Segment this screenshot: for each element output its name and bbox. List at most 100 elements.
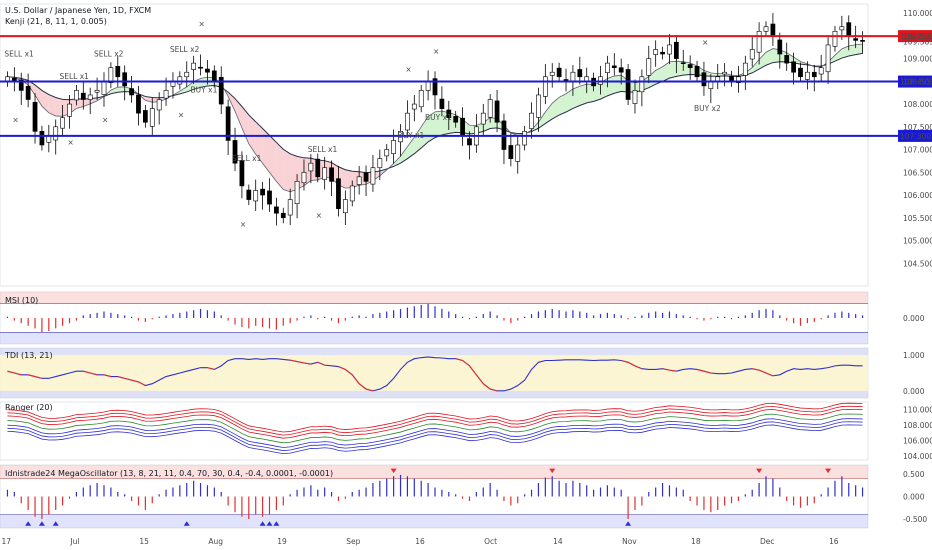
candle-body [198,66,203,69]
candle-body [94,90,100,93]
mega-buy-triangle-7 [625,521,632,526]
msi-upper-band [0,292,868,304]
kenji-cloud-segment [228,92,236,112]
kenji-cloud-segment [607,76,615,96]
main-ytick-11: 104.500 [903,259,932,268]
candle-body [687,64,693,68]
candle-body [446,109,452,119]
xtick-6: 16 [415,537,425,546]
ranger-ytick-2: 106.000 [903,437,932,446]
xtick-8: 14 [553,537,563,546]
kenji-cloud-segment [676,61,684,77]
tdi-down-segment [290,359,298,363]
tdi-down-segment [27,374,36,378]
candle-body [632,90,638,104]
mega-buy-triangle-5 [266,521,273,526]
tdi-down-segment [490,388,498,392]
candle-body [280,212,286,219]
tdi-down-segment [117,376,125,379]
main-ytick-10: 105.000 [903,237,932,246]
candle-body [25,86,31,100]
kenji-cloud-segment [186,81,194,92]
mega-buy-triangle-2 [52,521,59,526]
kenji-cloud-segment [248,114,256,155]
kenji-cloud-segment [255,121,263,164]
main-ytick-1: 109.500 [903,32,932,41]
candle-body [701,72,707,87]
signal-cross-2: × [68,138,74,147]
signal-cross-4: × [240,220,246,229]
level-price-label-1: 108.495 [900,78,931,87]
candle-body [53,126,59,141]
tdi-label: TDI (13, 21) [4,351,53,360]
signal-label-8: BUY x1 [425,113,452,122]
tdi-down-segment [365,388,374,392]
main-pane [0,3,869,287]
candle-body [736,76,741,83]
candle-body [329,167,334,182]
candle-body [467,138,472,146]
candle-body [494,100,500,123]
last-price-label: 109.383 [903,37,932,46]
ranger-line-1 [7,405,863,436]
candle-body [549,71,555,76]
tdi-down-segment [14,372,22,376]
candle-body [211,70,217,82]
mega-pane [0,464,869,529]
kenji-slow-line [7,52,863,174]
main-ytick-7: 106.500 [903,168,932,177]
signal-label-1: SELL x2 [94,49,124,58]
candle-body [418,90,424,108]
tdi-down-segment [207,367,215,370]
candle-body [246,189,252,200]
kenji-cloud-segment [766,48,773,66]
tdi-down-segment [358,383,367,390]
kenji-cloud-segment [586,84,594,103]
xtick-4: 19 [277,537,287,546]
kenji-cloud-segment [428,111,435,142]
tdi-down-segment [482,383,491,390]
tdi-down-segment [455,358,463,362]
kenji-cloud-segment [35,84,42,107]
candle-body [301,171,307,184]
xtick-0: 17 [1,537,11,546]
mega-buy-triangle-3 [183,521,190,526]
candle-body [460,117,465,137]
candle-body [115,66,121,78]
xtick-7: Oct [484,537,497,546]
signal-label-4: SELL x1 [232,154,262,163]
ranger-line-6 [7,424,863,455]
level-price-tag-1 [898,75,932,88]
candle-body [60,117,65,129]
msi-pane [0,291,869,345]
msi-ytick-0: 0.000 [903,314,925,323]
candle-body [74,90,79,101]
tdi-down-segment [296,361,305,364]
xtick-3: Aug [208,537,223,546]
ranger-line-0 [7,402,863,433]
signal-cross-6: × [199,20,205,29]
candle-body [542,76,548,97]
tdi-neutral-zone [0,355,868,391]
main-ytick-8: 106.000 [903,191,932,200]
candle-body [294,181,300,204]
tdi-top-zone [0,348,868,356]
kenji-cloud-segment [283,149,291,192]
tdi-down-segment [317,361,325,366]
candle-body [811,71,817,78]
xtick-2: 15 [139,537,149,546]
candle-body [177,76,183,85]
ranger-line-4 [7,418,863,448]
candle-body [784,55,790,64]
xtick-5: Sep [346,537,360,546]
mega-ytick-0: 0.500 [903,470,925,479]
kenji-cloud-segment [669,61,677,79]
candle-body [660,51,665,55]
candle-body [722,71,728,75]
kenji-cloud-segment [579,84,587,106]
candle-body [487,99,493,118]
mega-buy-triangle-6 [273,521,280,526]
candle-body [625,69,631,100]
tdi-down-segment [124,377,132,381]
